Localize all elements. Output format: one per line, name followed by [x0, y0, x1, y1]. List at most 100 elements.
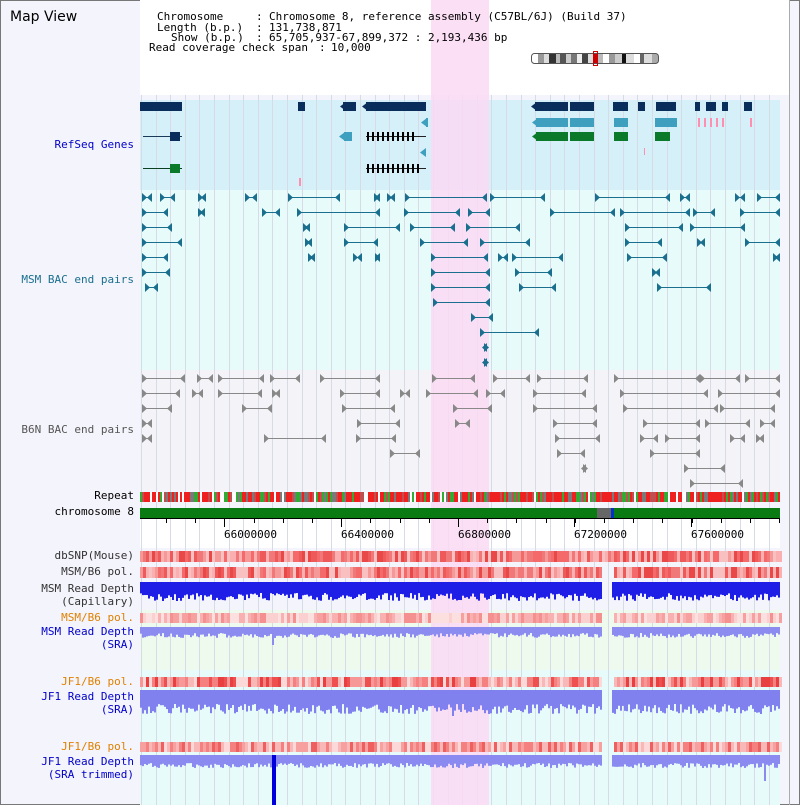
jf1-depth-trimmed-bar: [206, 755, 208, 766]
ideogram-band: [549, 54, 556, 63]
jf1-depth-trimmed-bar: [732, 755, 734, 768]
jf1-b6-pol2-heat: [383, 742, 386, 752]
msm-depth-sra-bar: [662, 627, 664, 636]
msm-b6-pol2-heat: [242, 613, 245, 623]
jf1-b6-pol-heat: [533, 677, 536, 687]
msm-b6-pol-heat: [488, 567, 491, 578]
track-label-b6n-bac[interactable]: B6N BAC end pairs: [21, 423, 134, 436]
dbsnp-heat: [695, 551, 698, 562]
msm-b6-pol2-heat: [482, 613, 485, 623]
msm-b6-pol2-heat: [467, 613, 470, 623]
msm-depth-capillary-bar: [334, 582, 336, 600]
msm-depth-capillary-bar: [416, 582, 418, 600]
repeat-segment: [522, 492, 524, 502]
jf1-depth-sra-bar: [308, 690, 310, 714]
jf1-b6-pol2-heat: [644, 742, 647, 752]
bac-end-marker: [486, 389, 491, 398]
jf1-depth-trimmed-bar: [304, 755, 306, 768]
bac-end-marker: [142, 208, 147, 217]
jf1-depth-trimmed-bar: [396, 755, 398, 767]
msm-depth-capillary-bar: [744, 582, 746, 599]
jf1-depth-sra-bar: [476, 690, 478, 711]
msm-b6-pol-heat: [644, 567, 647, 578]
dbsnp-heat: [305, 551, 308, 562]
msm-b6-pol-heat: [230, 567, 233, 578]
jf1-depth-sra-bar: [372, 690, 374, 707]
track-label-jf1-depth-sra[interactable]: JF1 Read Depth: [41, 690, 134, 703]
ideogram-band: [538, 54, 544, 63]
track-label-msm-depth-capillary[interactable]: MSM Read Depth: [41, 582, 134, 595]
gene-block: [656, 102, 676, 111]
track-label-msm-bac[interactable]: MSM BAC end pairs: [21, 273, 134, 286]
dbsnp-heat: [149, 551, 152, 562]
msm-depth-sra-bar: [328, 627, 330, 636]
track-label-jf1-b6-pol-2[interactable]: JF1/B6 pol.: [61, 740, 134, 753]
msm-depth-sra-bar: [678, 627, 680, 634]
jf1-depth-trimmed-bar: [478, 755, 480, 767]
msm-b6-pol-heat: [182, 567, 185, 578]
jf1-depth-trimmed-bar: [160, 755, 162, 765]
track-label-repeat[interactable]: Repeat: [94, 489, 134, 502]
bac-end-marker: [357, 253, 362, 262]
msm-b6-pol2-heat: [191, 613, 194, 623]
msm-depth-capillary-bar: [520, 582, 522, 597]
jf1-depth-sra-bar: [284, 690, 286, 714]
jf1-b6-pol-heat: [680, 677, 683, 687]
msm-depth-sra-bar: [222, 627, 224, 634]
msm-b6-pol2-heat: [140, 613, 143, 623]
bac-end-marker: [614, 374, 619, 383]
track-label-jf1-depth-trimmed[interactable]: JF1 Read Depth: [41, 755, 134, 768]
msm-b6-pol-heat: [683, 567, 686, 578]
msm-b6-pol-heat: [272, 567, 275, 578]
bac-end-marker: [533, 404, 538, 413]
gene-arrow: [532, 132, 538, 141]
msm-depth-capillary-bar: [670, 582, 672, 595]
msm-b6-pol-heat: [668, 567, 671, 578]
track-label-refseq-genes[interactable]: RefSeq Genes: [54, 138, 134, 151]
jf1-depth-sra-bar: [574, 690, 576, 708]
jf1-depth-trimmed-bar: [510, 755, 512, 766]
bac-end-marker: [288, 193, 293, 202]
track-label-msm-b6-pol[interactable]: MSM/B6 pol.: [61, 565, 134, 578]
msm-b6-pol2-heat: [698, 613, 701, 623]
jf1-depth-sra-bar: [388, 690, 390, 707]
dbsnp-heat: [152, 551, 155, 562]
jf1-depth-sra-bar: [490, 690, 492, 714]
jf1-b6-pol2-heat: [179, 742, 182, 752]
msm-depth-sra-bar: [188, 627, 190, 636]
jf1-b6-pol2-heat: [707, 742, 710, 752]
jf1-b6-pol2-heat: [614, 742, 617, 752]
msm-depth-sra-bar: [778, 627, 780, 635]
msm-depth-capillary-bar: [162, 582, 164, 601]
msm-b6-pol2-heat: [362, 613, 365, 623]
jf1-depth-trimmed-bar: [264, 755, 266, 765]
msm-depth-sra-bar: [268, 627, 270, 636]
jf1-b6-pol-heat: [467, 677, 470, 687]
repeat-segment: [400, 492, 402, 502]
track-label-dbsnp[interactable]: dbSNP(Mouse): [54, 549, 134, 562]
msm-depth-sra-bar: [756, 627, 758, 634]
repeat-segment: [172, 492, 174, 502]
jf1-depth-trimmed-bar: [424, 755, 426, 764]
jf1-depth-sra-bar: [758, 690, 760, 713]
repeat-segment: [272, 492, 274, 502]
bac-end-marker: [581, 464, 586, 473]
repeat-segment: [554, 492, 556, 502]
msm-depth-sra-bar: [316, 627, 318, 637]
gene-block: [535, 102, 568, 111]
track-label-msm-b6-pol-2[interactable]: MSM/B6 pol.: [61, 611, 134, 624]
msm-b6-pol2-heat: [245, 613, 248, 623]
exon: [377, 164, 379, 173]
jf1-b6-pol2-heat: [506, 742, 509, 752]
jf1-depth-sra-bar: [218, 690, 220, 705]
jf1-b6-pol-heat: [500, 677, 503, 687]
repeat-segment: [668, 492, 670, 502]
track-label-jf1-b6-pol[interactable]: JF1/B6 pol.: [61, 675, 134, 688]
msm-depth-sra-bar: [408, 627, 410, 634]
jf1-depth-sra-bar: [688, 690, 690, 707]
track-label-msm-depth-sra[interactable]: MSM Read Depth: [41, 625, 134, 638]
repeat-segment: [548, 492, 550, 502]
msm-depth-capillary-bar: [250, 582, 252, 594]
msm-depth-sra-bar: [538, 627, 540, 637]
